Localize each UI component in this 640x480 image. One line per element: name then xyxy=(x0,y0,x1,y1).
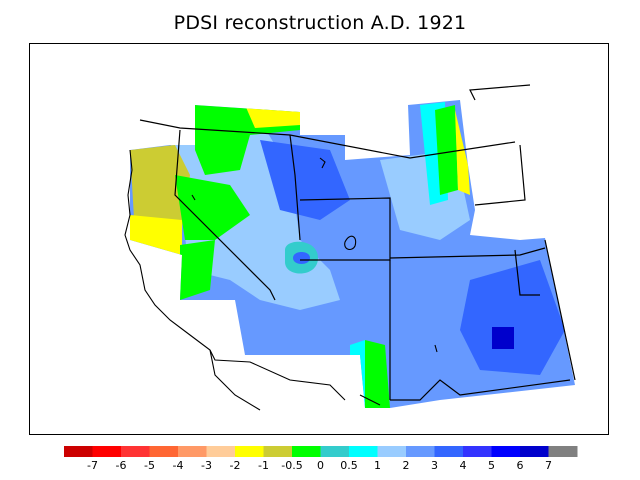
lake-tahoe xyxy=(191,194,196,201)
pdsi-region-green-south-az xyxy=(365,340,390,408)
legend-tick-label: 1 xyxy=(374,459,381,472)
legend-tick-label: 6 xyxy=(516,459,524,472)
pdsi-map xyxy=(124,84,576,411)
border-nd-sd xyxy=(474,144,526,206)
legend-swatch xyxy=(349,446,378,457)
baja-coast xyxy=(209,349,261,411)
legend-swatch xyxy=(292,446,321,457)
legend-swatch xyxy=(320,446,350,457)
border-id-mt xyxy=(289,134,301,241)
border-west-nv-ca xyxy=(174,129,276,301)
legend-swatch xyxy=(121,446,150,457)
legend-swatch xyxy=(149,446,179,457)
legend-tick-label: 0.5 xyxy=(340,459,358,472)
legend-swatch xyxy=(235,446,264,457)
legend-swatch xyxy=(206,446,236,457)
legend-tick-label: -2 xyxy=(229,459,241,472)
border-tx xyxy=(390,379,571,401)
legend-tick-label: 0 xyxy=(317,459,324,472)
pdsi-region-blue-center xyxy=(293,252,310,264)
coastlines xyxy=(124,149,381,411)
legend-swatch xyxy=(520,446,549,457)
pdsi-region-west-olive xyxy=(130,145,190,240)
legend-swatch xyxy=(406,446,435,457)
state-borders xyxy=(139,84,576,401)
pdsi-region-4-to-5-east xyxy=(460,260,565,375)
legend-tick-label: 2 xyxy=(402,459,410,472)
legend-tick-label: -0.5 xyxy=(281,459,303,472)
legend-swatch xyxy=(92,446,122,457)
legend-swatch xyxy=(263,446,293,457)
legend-tick-label: -6 xyxy=(115,459,127,472)
legend-tick-label: -3 xyxy=(201,459,212,472)
legend-tick-label: -5 xyxy=(144,459,155,472)
elephant-butte xyxy=(434,344,438,353)
border-north-east xyxy=(469,84,531,101)
pacific-coast xyxy=(124,149,346,401)
legend-swatch xyxy=(178,446,207,457)
pdsi-region-green-west xyxy=(175,175,250,240)
border-co-ks xyxy=(389,247,546,259)
legend-swatch xyxy=(548,446,578,457)
border-ks-ok xyxy=(514,249,540,296)
pdsi-region-east-strip-green xyxy=(435,105,458,195)
legend-tick-label: 4 xyxy=(459,459,467,472)
legend-swatch xyxy=(64,446,93,457)
legend-swatch xyxy=(491,446,521,457)
border-ok-tx xyxy=(544,239,576,381)
legend-tick-label: -1 xyxy=(258,459,269,472)
legend-tick-label: -4 xyxy=(172,459,184,472)
great-salt-lake xyxy=(344,235,357,251)
map-title: PDSI reconstruction A.D. 1921 xyxy=(173,12,467,34)
legend-tick-label: 3 xyxy=(431,459,438,472)
pdsi-region-green-south xyxy=(180,240,215,300)
legend-swatch xyxy=(434,446,464,457)
map-frame xyxy=(29,43,609,435)
gulf-coast xyxy=(359,394,381,406)
legend-tick-label: -7 xyxy=(87,459,98,472)
legend-swatch xyxy=(377,446,407,457)
yellowstone-lake xyxy=(319,157,326,169)
legend-tick-label: 7 xyxy=(545,459,552,472)
legend-tick-label: 5 xyxy=(488,459,495,472)
legend-swatch xyxy=(463,446,492,457)
pdsi-region-west-yellow xyxy=(130,215,182,255)
border-wy-ut-co xyxy=(299,197,391,261)
pdsi-region-5-to-6 xyxy=(492,327,514,349)
lakes xyxy=(191,157,438,353)
pdsi-region-east-strip-yellow xyxy=(455,110,470,195)
pdsi-region-4-to-5 xyxy=(260,140,350,220)
